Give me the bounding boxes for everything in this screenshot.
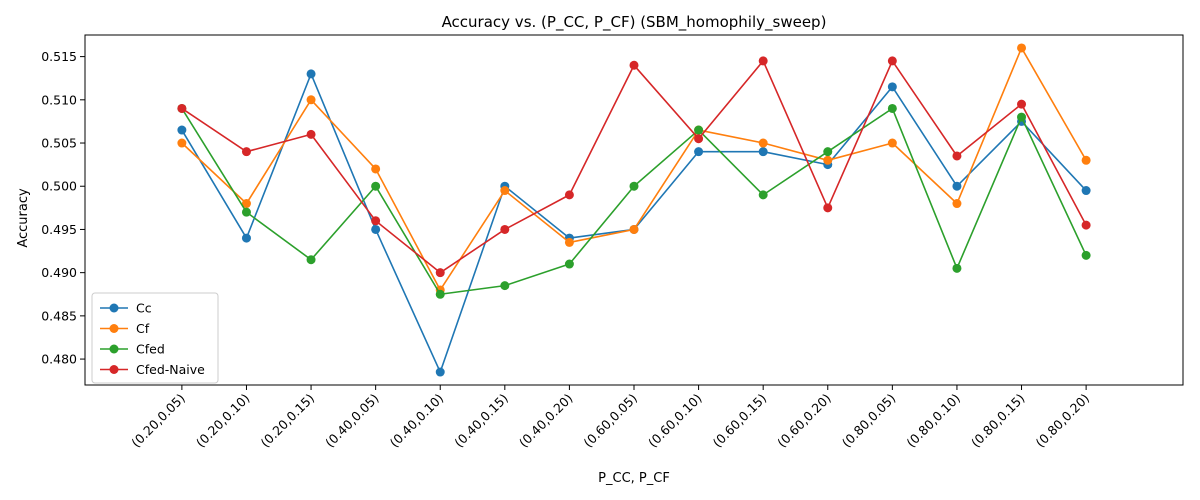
data-point xyxy=(758,147,768,157)
data-point xyxy=(887,82,897,92)
x-tick-label: (0.20,0.15) xyxy=(257,391,317,451)
legend-swatch-marker xyxy=(109,365,119,374)
data-point xyxy=(177,138,187,148)
x-tick-label: (0.60,0.05) xyxy=(580,391,640,451)
data-point xyxy=(758,190,768,200)
x-tick-label: (0.20,0.05) xyxy=(128,391,188,451)
y-tick-label: 0.500 xyxy=(41,179,77,194)
data-point xyxy=(177,103,187,113)
data-point xyxy=(371,224,381,234)
data-point xyxy=(306,255,316,265)
x-tick-label: (0.40,0.10) xyxy=(387,391,447,451)
data-point xyxy=(887,138,897,148)
data-point xyxy=(241,207,251,217)
data-point xyxy=(1081,155,1091,165)
data-point xyxy=(694,134,704,144)
data-point xyxy=(435,289,445,299)
y-axis-label: Accuracy xyxy=(16,188,31,248)
x-axis-label: P_CC, P_CF xyxy=(598,471,670,486)
x-tick-label: (0.40,0.15) xyxy=(451,391,511,451)
data-point xyxy=(694,125,704,135)
data-point xyxy=(1081,186,1091,196)
legend-box xyxy=(91,292,219,384)
x-tick-label: (0.40,0.20) xyxy=(516,391,576,451)
legend-label: Cfed-Naive xyxy=(136,362,205,377)
x-tick-label: (0.80,0.20) xyxy=(1033,391,1093,451)
data-point xyxy=(500,281,510,291)
y-tick-label: 0.490 xyxy=(41,265,77,280)
data-point xyxy=(629,224,639,234)
data-point xyxy=(241,147,251,157)
legend: Cc Cf Cfed Cfed-Naive xyxy=(91,292,219,384)
series-line-cc xyxy=(181,73,1087,373)
data-point xyxy=(629,181,639,191)
x-tick-label: (0.60,0.15) xyxy=(710,391,770,451)
x-tick-label: (0.80,0.05) xyxy=(839,391,899,451)
data-point xyxy=(306,95,316,105)
data-point xyxy=(500,224,510,234)
y-tick-label: 0.505 xyxy=(41,136,77,151)
data-point xyxy=(177,125,187,135)
data-point xyxy=(1017,112,1027,122)
data-point xyxy=(564,190,574,200)
data-point xyxy=(306,69,316,79)
data-point xyxy=(564,259,574,269)
data-point xyxy=(823,203,833,213)
x-tick-label: (0.20,0.10) xyxy=(193,391,253,451)
y-tick-label: 0.510 xyxy=(41,92,77,107)
legend-swatch-marker xyxy=(109,344,119,354)
legend-label: Cc xyxy=(136,301,152,316)
data-point xyxy=(758,138,768,148)
x-tick-label: (0.80,0.15) xyxy=(968,391,1028,451)
data-point xyxy=(952,199,962,209)
y-tick-label: 0.495 xyxy=(41,222,77,237)
series-line-cfed-naive xyxy=(181,60,1087,274)
data-point xyxy=(952,151,962,161)
data-point xyxy=(694,147,704,157)
data-point xyxy=(435,268,445,278)
data-point xyxy=(241,199,251,209)
data-point xyxy=(952,263,962,273)
x-tick-label: (0.40,0.05) xyxy=(322,391,382,451)
data-point xyxy=(371,181,381,191)
y-tick-label: 0.485 xyxy=(41,308,77,323)
data-point xyxy=(823,147,833,157)
data-point xyxy=(758,56,768,66)
data-point xyxy=(1017,99,1027,109)
y-axis: 0.480 0.485 0.490 0.495 0.500 0.505 0.510 0.515 xyxy=(41,49,85,367)
data-point xyxy=(435,367,445,377)
x-axis: (0.20,0.05) (0.20,0.10) (0.20,0.15) (0.40,0… xyxy=(128,385,1092,450)
x-tick-label: (0.60,0.10) xyxy=(645,391,705,451)
data-point xyxy=(1081,220,1091,230)
series-line-cfed xyxy=(181,107,1087,296)
plot-area xyxy=(84,34,1184,386)
data-point xyxy=(241,233,251,243)
x-tick-label: (0.60,0.20) xyxy=(774,391,834,451)
x-tick-label: (0.80,0.10) xyxy=(903,391,963,451)
data-point xyxy=(564,237,574,247)
data-point xyxy=(500,186,510,196)
data-point xyxy=(1081,250,1091,260)
data-point xyxy=(371,164,381,174)
data-point xyxy=(952,181,962,191)
legend-swatch-marker xyxy=(109,303,119,313)
data-point xyxy=(823,155,833,165)
legend-label: Cfed xyxy=(136,342,165,357)
chart-title: Accuracy vs. (P_CC, P_CF) (SBM_homophily… xyxy=(442,13,827,32)
data-point xyxy=(887,56,897,66)
data-point xyxy=(306,129,316,139)
y-tick-label: 0.515 xyxy=(41,49,77,64)
data-point xyxy=(1017,43,1027,53)
legend-swatch-marker xyxy=(109,324,119,333)
y-tick-label: 0.480 xyxy=(41,352,77,367)
data-point xyxy=(371,216,381,226)
data-point xyxy=(629,60,639,70)
legend-label: Cf xyxy=(136,321,150,336)
data-point xyxy=(887,103,897,113)
